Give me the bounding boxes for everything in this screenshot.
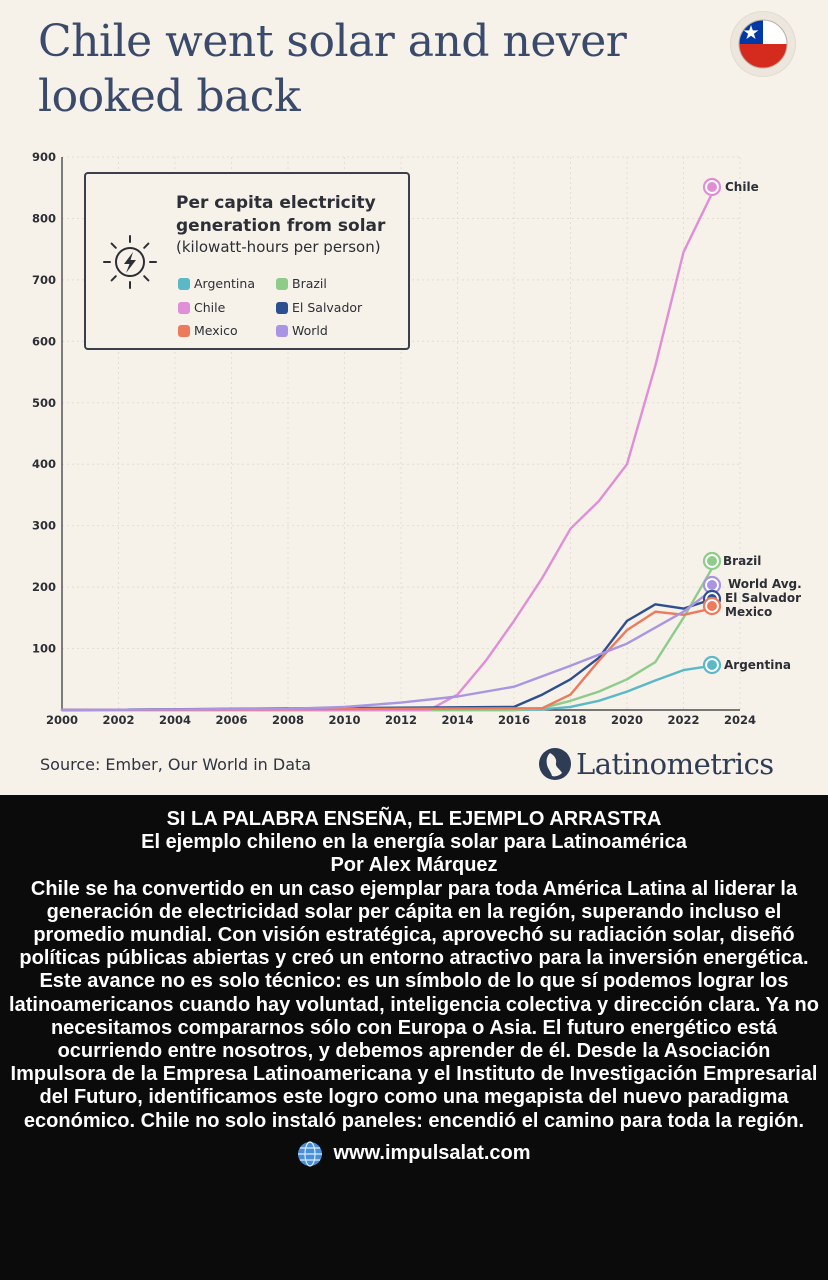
x-tick-label: 2014 — [441, 713, 473, 727]
x-tick-label: 2000 — [46, 713, 78, 727]
sun-bolt-icon — [103, 235, 157, 289]
end-marker-dot — [707, 182, 717, 192]
legend-item-world: World — [276, 323, 328, 338]
legend-label: World — [292, 323, 328, 338]
chile-flag-icon — [731, 12, 795, 76]
x-tick-label: 2024 — [724, 713, 756, 727]
end-label-chile: Chile — [725, 180, 759, 194]
legend-item-argentina: Argentina — [178, 276, 255, 291]
x-tick-label: 2020 — [611, 713, 643, 727]
end-marker-dot — [707, 601, 717, 611]
end-label-mexico: Mexico — [725, 605, 772, 619]
y-tick-label: 800 — [32, 211, 56, 225]
legend-swatch — [178, 302, 190, 314]
legend-swatch — [276, 278, 288, 290]
legend-swatch — [178, 278, 190, 290]
end-marker-dot — [707, 556, 717, 566]
latinometrics-logo-icon — [539, 748, 571, 780]
brand: Latinometrics — [538, 744, 774, 784]
x-tick-label: 2018 — [554, 713, 586, 727]
legend-title: Per capita electricity generation from s… — [176, 193, 386, 236]
legend-item-chile: Chile — [178, 300, 225, 315]
legend-label: Mexico — [194, 323, 238, 338]
article: SI LA PALABRA ENSEÑA, EL EJEMPLO ARRASTR… — [0, 808, 828, 1167]
y-tick-label: 400 — [32, 457, 56, 471]
article-byline: Por Alex Márquez — [330, 854, 498, 877]
legend-swatch — [276, 302, 288, 314]
y-tick-label: 700 — [32, 273, 56, 287]
end-label-el-salvador: El Salvador — [725, 591, 801, 605]
x-tick-label: 2016 — [498, 713, 530, 727]
article-heading: SI LA PALABRA ENSEÑA, EL EJEMPLO ARRASTR… — [166, 808, 662, 830]
legend-item-brazil: Brazil — [276, 276, 327, 291]
legend-label: El Salvador — [292, 300, 363, 315]
legend-item-el-salvador: El Salvador — [276, 300, 362, 315]
legend-swatch — [178, 325, 190, 337]
x-tick-label: 2004 — [159, 713, 191, 727]
y-tick-label: 500 — [32, 396, 56, 410]
y-tick-label: 900 — [32, 150, 56, 164]
website-link[interactable]: www.impulsalat.com — [333, 1142, 531, 1165]
legend-subtitle: (kilowatt-hours per person) — [176, 238, 381, 256]
y-tick-label: 300 — [32, 519, 56, 533]
x-tick-label: 2010 — [328, 713, 360, 727]
legend-label: Chile — [194, 300, 226, 315]
x-tick-label: 2008 — [272, 713, 304, 727]
series-line-world — [60, 589, 713, 712]
end-marker-dot — [707, 660, 717, 670]
y-tick-label: 200 — [32, 580, 56, 594]
x-tick-label: 2006 — [215, 713, 247, 727]
legend-item-mexico: Mexico — [178, 323, 238, 338]
globe-icon — [298, 1141, 323, 1167]
end-label-brazil: Brazil — [723, 554, 761, 568]
legend-swatch — [276, 325, 288, 337]
legend: Per capita electricity generation from s… — [84, 172, 410, 350]
legend-label: Argentina — [194, 276, 255, 291]
brand-name: Latinometrics — [576, 747, 774, 781]
infographic-card: Chile went solar and never looked back 2… — [0, 0, 828, 795]
article-subheading: El ejemplo chileno en la energía solar p… — [141, 831, 687, 854]
x-tick-label: 2002 — [102, 713, 134, 727]
end-label-world: World Avg. — [728, 577, 802, 591]
y-tick-label: 100 — [32, 642, 56, 656]
x-tick-label: 2022 — [667, 713, 699, 727]
x-tick-label: 2012 — [385, 713, 417, 727]
series-line-el-salvador — [60, 598, 713, 712]
end-label-argentina: Argentina — [724, 658, 791, 672]
y-tick-label: 600 — [32, 334, 56, 348]
source-note: Source: Ember, Our World in Data — [40, 755, 312, 774]
website-row: www.impulsalat.com — [0, 1141, 828, 1167]
end-marker-dot — [707, 580, 717, 590]
headline: Chile went solar and never looked back — [38, 16, 627, 122]
legend-label: Brazil — [292, 276, 327, 291]
line-chart: 2000 2002 2004 2006 2008 2010 2012 2014 2016 2018… — [32, 150, 802, 727]
article-body: Chile se ha convertido en un caso ejempl… — [9, 877, 819, 1132]
